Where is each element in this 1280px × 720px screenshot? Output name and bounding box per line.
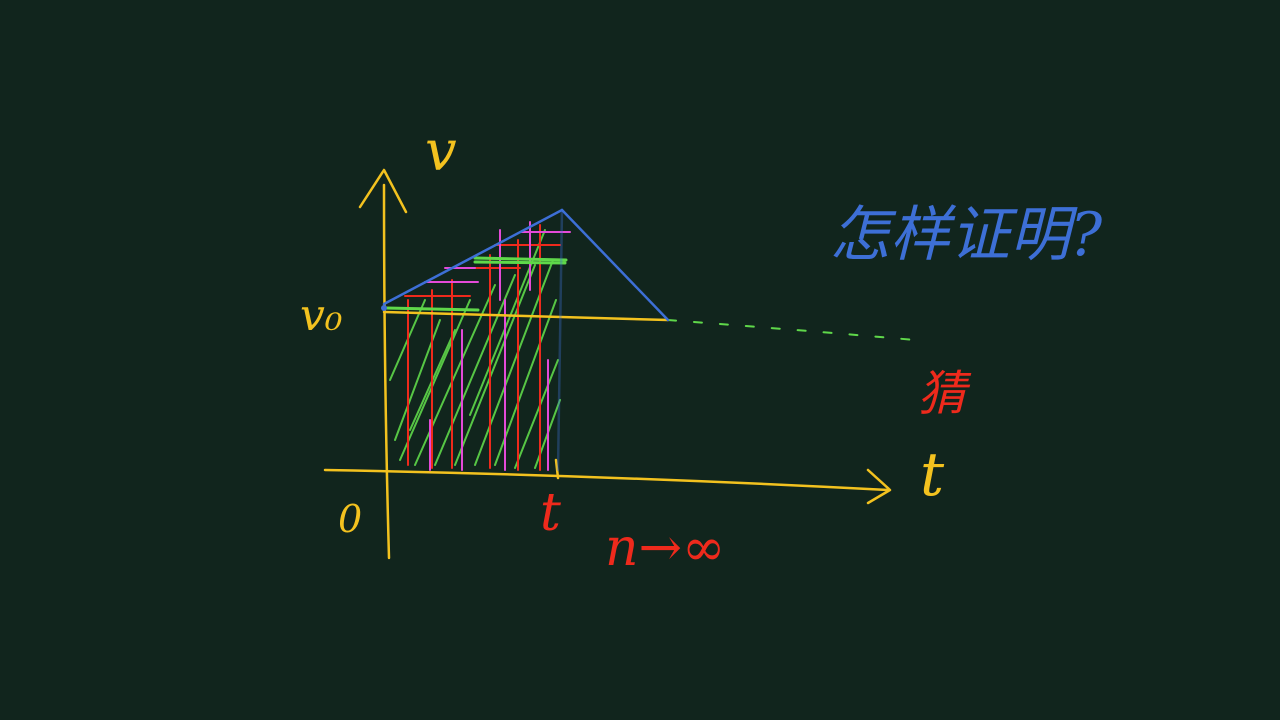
question-text: 怎样证明? — [830, 200, 1103, 270]
conjecture-label: 猜 — [918, 366, 972, 422]
v-axis — [382, 183, 391, 560]
n-limit-label: n→∞ — [605, 518, 725, 578]
axes — [323, 168, 892, 560]
area-hatching — [389, 229, 561, 469]
v0-label: v₀ — [300, 290, 343, 341]
t-axis — [323, 468, 890, 492]
t-tick — [554, 458, 560, 480]
v-axis-arrowhead — [358, 168, 408, 214]
green-guides — [384, 256, 916, 341]
t-tick-label: t — [540, 483, 561, 543]
step-rectangles — [404, 221, 571, 471]
origin-label: 0 — [338, 497, 362, 541]
velocity-line — [381, 208, 670, 472]
t-axis-label: t — [920, 440, 945, 510]
v-axis-label: v — [425, 119, 457, 184]
t-axis-arrowhead — [866, 468, 892, 505]
v0-level-line — [382, 310, 670, 322]
